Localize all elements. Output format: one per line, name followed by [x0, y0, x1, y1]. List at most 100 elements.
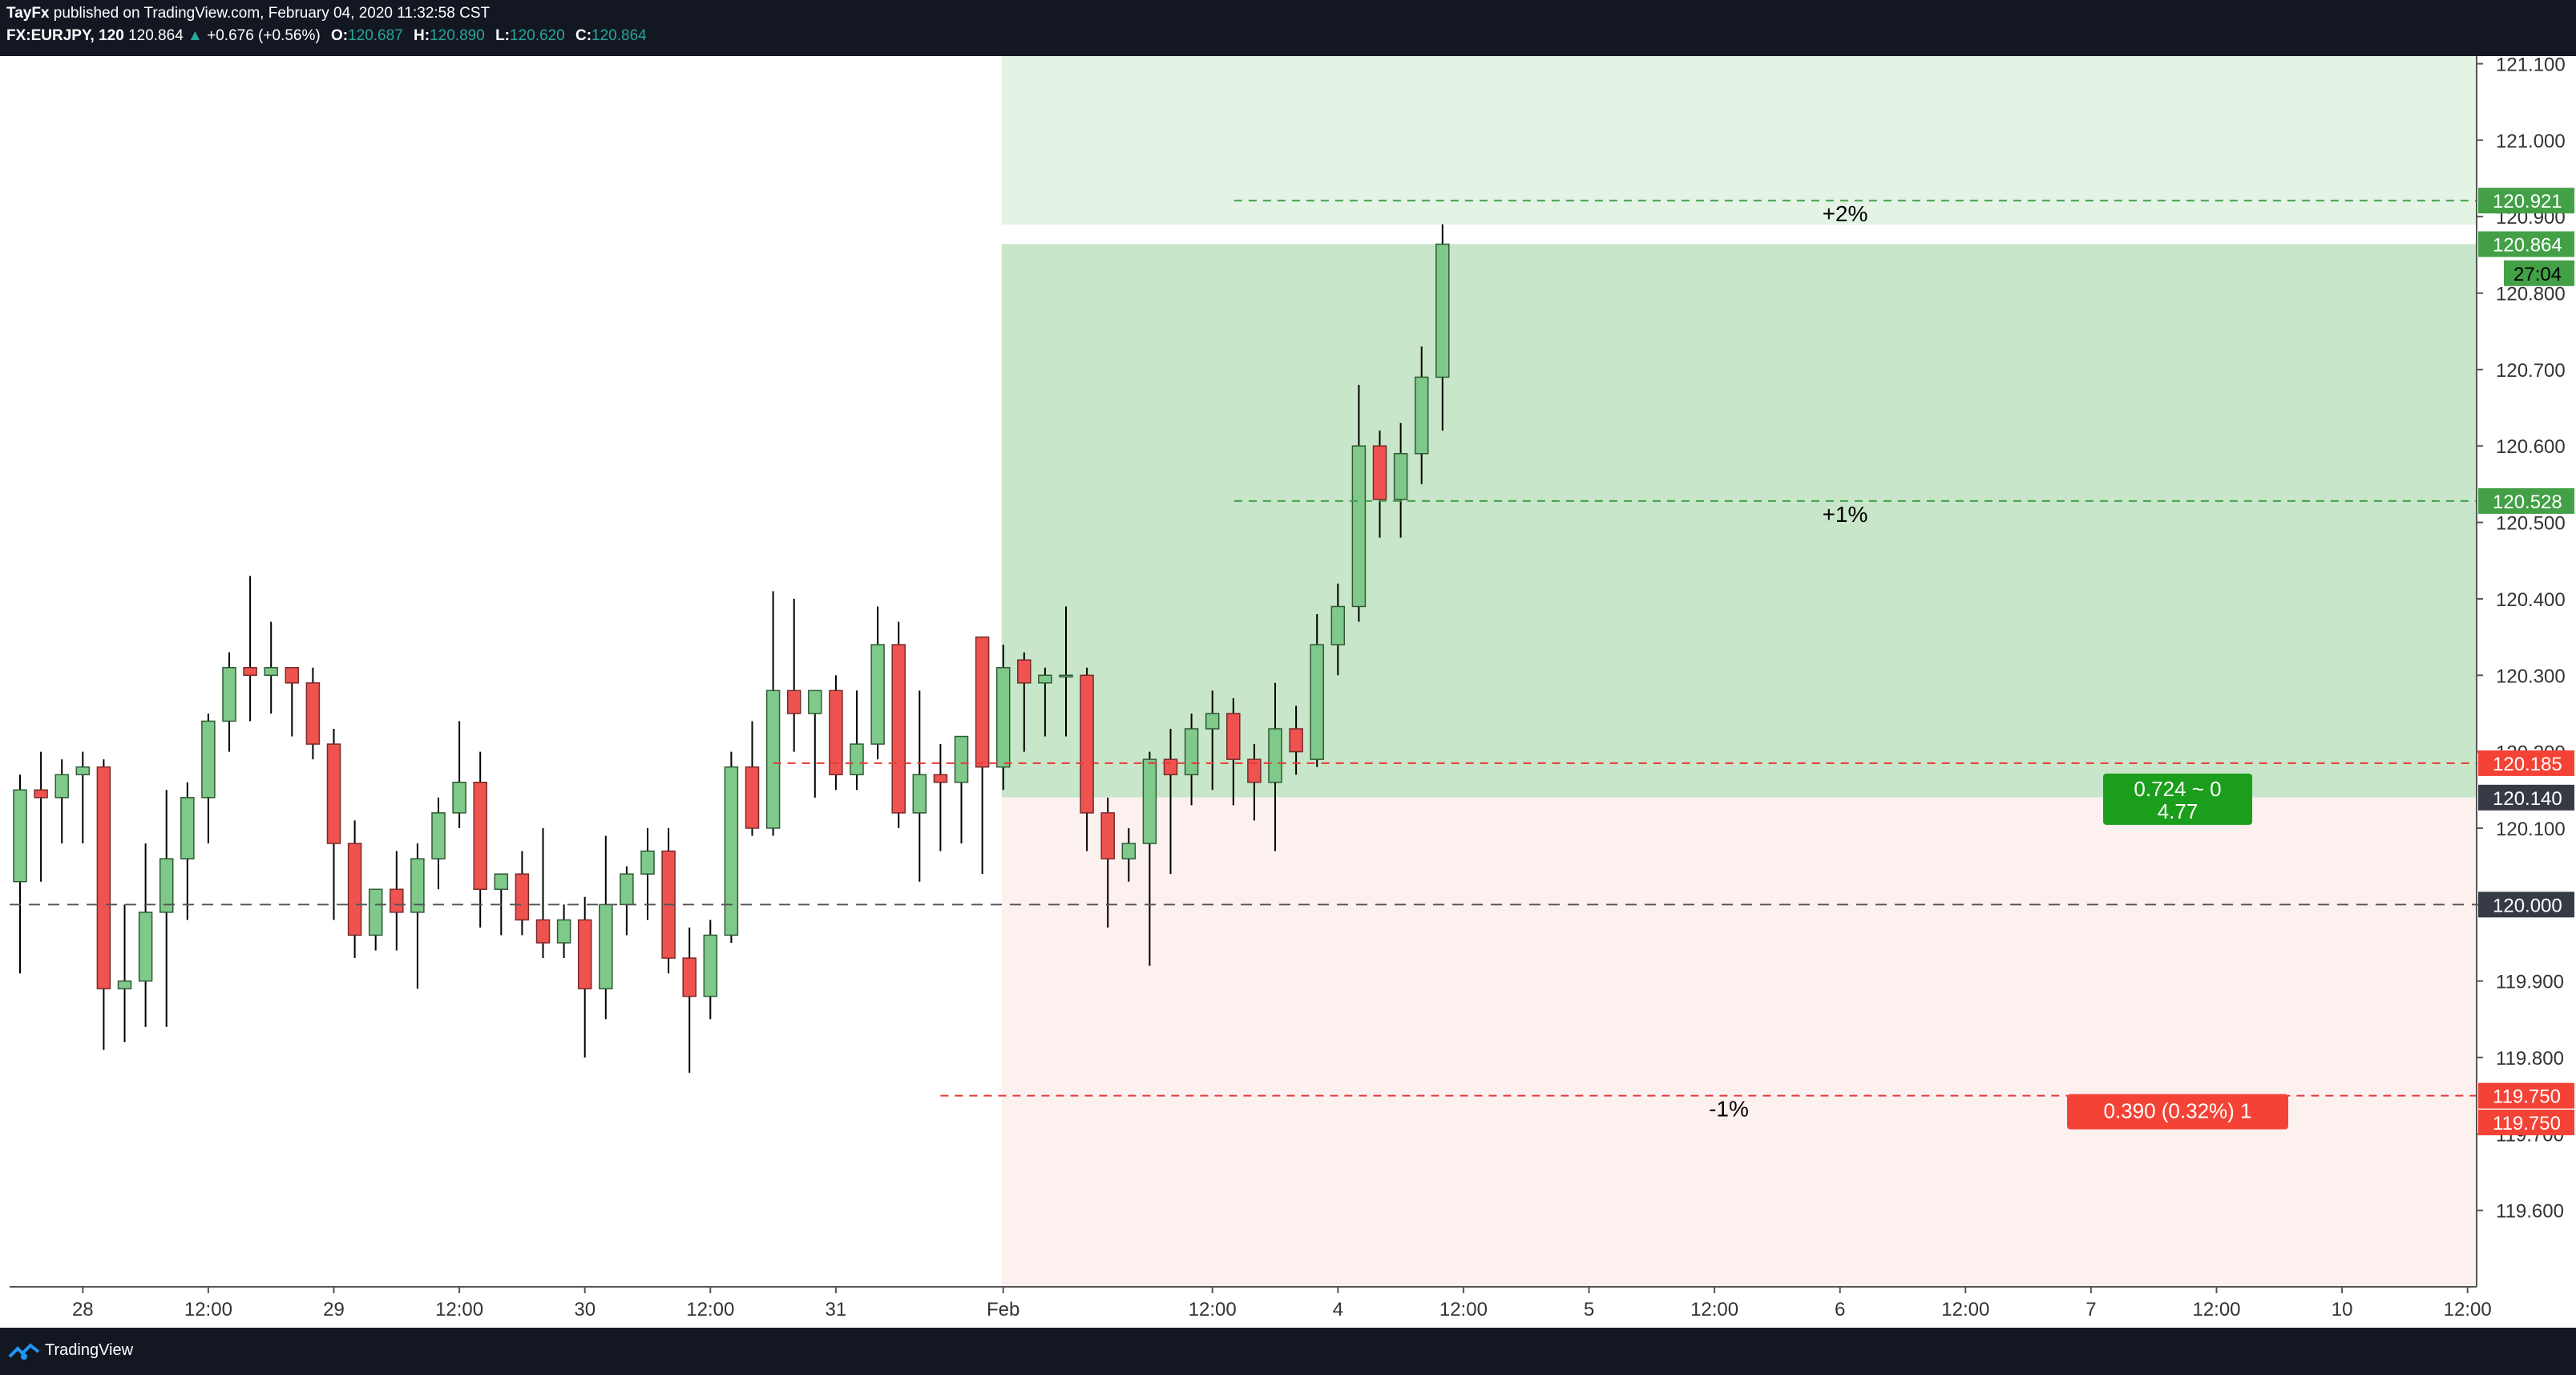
candle[interactable] [1184, 728, 1199, 775]
candle[interactable] [1393, 453, 1408, 500]
candle[interactable] [305, 682, 321, 745]
candle[interactable] [1247, 758, 1262, 783]
candle[interactable] [285, 666, 300, 684]
candle[interactable] [1289, 728, 1303, 753]
candle[interactable] [326, 743, 341, 844]
candle[interactable] [1017, 659, 1032, 684]
candle[interactable] [347, 843, 362, 936]
level-price-tag[interactable] [2478, 750, 2574, 776]
candle[interactable] [264, 666, 278, 677]
tradingview-logo-icon[interactable] [8, 1341, 40, 1361]
candle[interactable] [1100, 812, 1115, 859]
high-label: H: [414, 27, 430, 44]
price-tick-label: 120.800 [2496, 284, 2566, 305]
candle[interactable] [117, 980, 132, 989]
candle[interactable] [765, 690, 781, 829]
level-label: +2% [1823, 201, 1868, 226]
candle[interactable] [55, 774, 69, 799]
price-chart[interactable]: +2% +1% -1% 0.724 ~ 04.77 0.390 (0.32%) 1 121… [10, 55, 2576, 1328]
price-tick-label: 120.400 [2496, 589, 2566, 611]
price-tag-red[interactable] [2478, 1110, 2574, 1136]
candle[interactable] [599, 904, 613, 989]
price-tag-current[interactable] [2478, 231, 2574, 257]
candle[interactable] [724, 766, 739, 936]
candle[interactable] [1226, 713, 1241, 760]
level-price-tag[interactable] [2478, 188, 2574, 214]
reward-box[interactable] [2103, 773, 2252, 825]
candle[interactable] [13, 789, 27, 883]
candle[interactable] [912, 774, 927, 814]
candle[interactable] [1038, 674, 1052, 684]
candle[interactable] [34, 789, 48, 799]
candle[interactable] [1142, 758, 1157, 844]
candle[interactable] [1163, 758, 1178, 775]
candle[interactable] [159, 858, 174, 913]
candle[interactable] [975, 636, 990, 768]
candle[interactable] [640, 850, 655, 875]
symbol-label[interactable]: FX:EURJPY, 120 [6, 27, 124, 44]
profit-zone-upper [1001, 56, 2477, 225]
candle[interactable] [682, 957, 696, 997]
candle[interactable] [243, 666, 257, 677]
candle[interactable] [933, 774, 948, 783]
price-tick-label: 120.600 [2496, 436, 2566, 458]
candle[interactable] [1372, 445, 1387, 500]
candle[interactable] [556, 919, 571, 944]
chart-area[interactable]: +2% +1% -1% 0.724 ~ 0 4.77 0.390 (0.32%) 1 121… [10, 55, 2576, 1328]
candle[interactable] [1268, 728, 1282, 783]
candle[interactable] [850, 743, 864, 775]
candle[interactable] [995, 666, 1011, 768]
time-tick-label: 7 [2085, 1299, 2096, 1320]
candle[interactable] [535, 919, 551, 944]
tradingview-brand[interactable]: TradingView [45, 1341, 134, 1359]
candle[interactable] [431, 812, 446, 859]
candle[interactable] [1351, 445, 1367, 608]
candle[interactable] [368, 888, 383, 936]
candle[interactable] [473, 781, 487, 890]
candle[interactable] [954, 735, 969, 783]
candle[interactable] [201, 720, 216, 799]
candle[interactable] [577, 919, 592, 989]
publisher-name[interactable]: TayFx [6, 5, 50, 22]
candle[interactable] [1059, 674, 1073, 678]
candle[interactable] [808, 690, 822, 714]
candle[interactable] [1435, 243, 1450, 378]
candle[interactable] [410, 858, 425, 913]
candle[interactable] [1414, 376, 1429, 455]
candle[interactable] [829, 690, 843, 775]
candle[interactable] [870, 644, 885, 745]
candle[interactable] [786, 690, 801, 714]
candle[interactable] [452, 781, 466, 814]
reward-box-text: 0.724 ~ 0 [2134, 777, 2221, 801]
candle[interactable] [222, 666, 236, 722]
candle[interactable] [891, 644, 906, 814]
candle[interactable] [620, 873, 634, 906]
price-tag-dark[interactable] [2478, 784, 2574, 811]
candle[interactable] [1205, 713, 1220, 730]
time-tick-label: 12:00 [1941, 1299, 1989, 1320]
candle[interactable] [1330, 605, 1346, 645]
published-text: published on TradingView.com, February 0… [53, 5, 491, 22]
change-value: +0.676 (+0.56%) [207, 27, 321, 44]
candle[interactable] [1121, 843, 1137, 859]
candle[interactable] [96, 766, 111, 989]
candle[interactable] [138, 912, 153, 982]
candle[interactable] [745, 766, 760, 829]
open-label: O: [330, 27, 349, 44]
candle[interactable] [1080, 674, 1094, 814]
candle[interactable] [180, 797, 195, 859]
time-tick-label: 12:00 [1189, 1299, 1237, 1320]
risk-box[interactable] [2067, 1094, 2288, 1130]
level-price-tag[interactable] [2478, 1082, 2574, 1109]
candle[interactable] [515, 873, 530, 921]
candle[interactable] [75, 766, 91, 775]
level-price-tag[interactable] [2478, 487, 2574, 514]
candle[interactable] [703, 934, 718, 997]
candle[interactable] [390, 888, 404, 913]
profit-zone[interactable] [1001, 244, 2477, 798]
time-tick-label: 31 [826, 1299, 847, 1320]
candle[interactable] [494, 873, 509, 890]
loss-zone[interactable] [1001, 797, 2477, 1287]
level-price-tag[interactable] [2478, 892, 2574, 918]
candle[interactable] [1310, 644, 1324, 760]
